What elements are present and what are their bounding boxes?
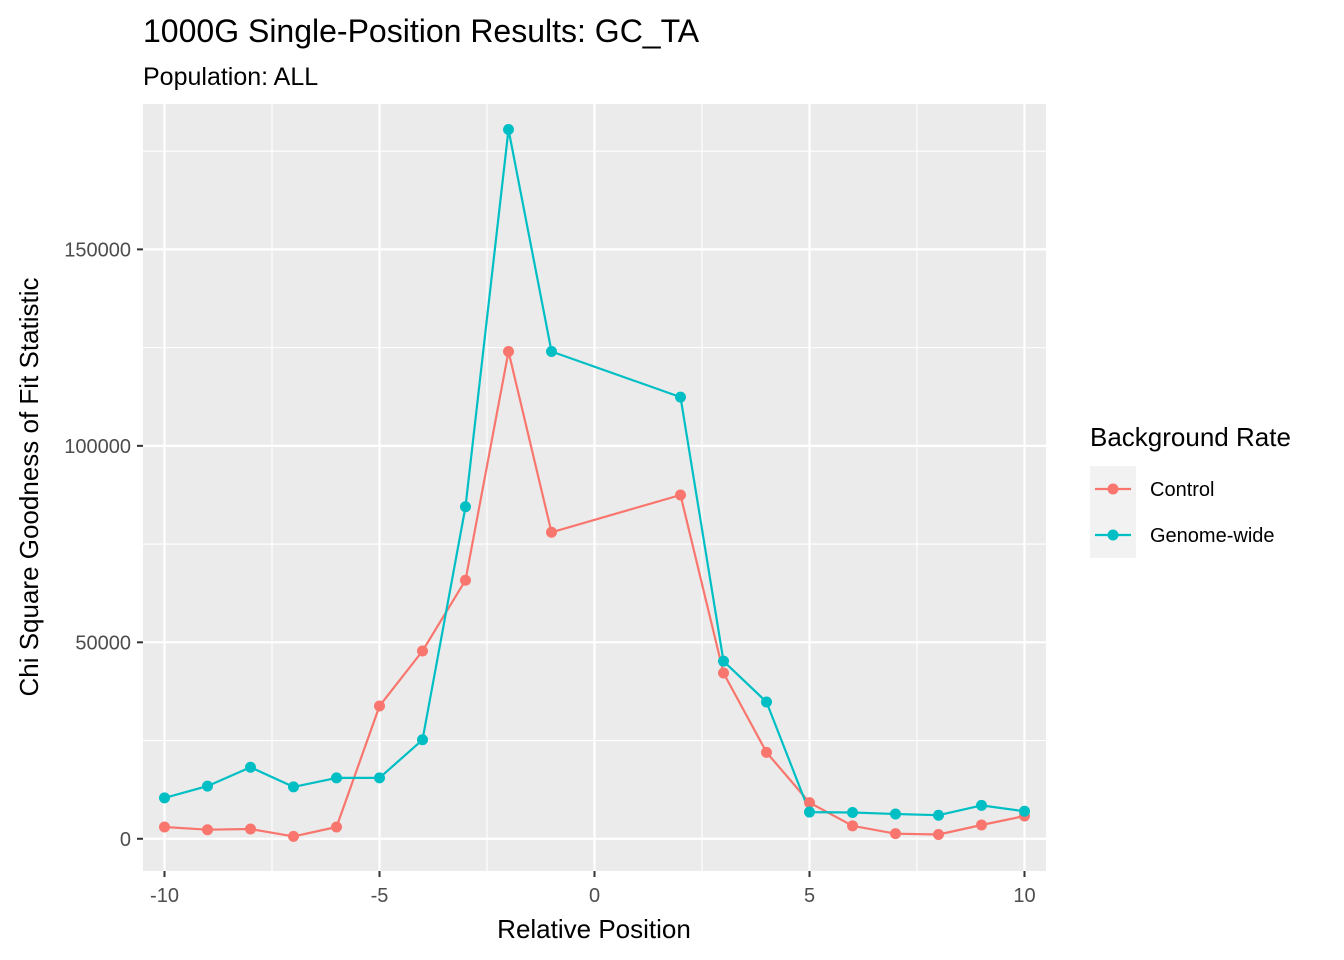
data-point-control [202,824,213,836]
data-point-control [331,821,342,833]
data-point-genome-wide [546,346,557,358]
data-point-control [245,823,256,835]
data-point-genome-wide [503,124,514,136]
data-point-control [761,746,772,758]
series-points [159,124,1030,842]
y-tick-label: 0 [120,829,131,851]
data-point-genome-wide [245,761,256,773]
data-point-control [675,489,686,501]
y-axis-title: Chi Square Goodness of Fit Statistic [14,277,44,696]
data-point-control [374,700,385,712]
data-point-genome-wide [460,501,471,513]
legend-point-control [1107,483,1119,495]
data-point-genome-wide [374,772,385,784]
data-point-control [933,828,944,840]
data-point-genome-wide [159,792,170,804]
data-point-genome-wide [1019,805,1030,817]
data-point-genome-wide [331,772,342,784]
legend-label-control: Control [1150,479,1214,501]
legend-title: Background Rate [1090,422,1291,452]
y-tick-label: 150000 [64,239,131,261]
x-tick-label: -10 [150,885,179,907]
data-point-control [847,820,858,832]
x-tick-label: 10 [1013,885,1035,907]
data-point-control [159,821,170,833]
y-tick-label: 100000 [64,436,131,458]
x-tick-label: 0 [589,885,600,907]
data-point-genome-wide [288,781,299,793]
x-tick-label: 5 [804,885,815,907]
y-tick-label: 50000 [75,632,131,654]
x-axis: -10 -5 0 5 10 [150,871,1036,907]
data-point-control [460,574,471,586]
x-axis-title: Relative Position [497,914,691,944]
data-point-control [804,797,815,809]
major-gridlines [143,104,1046,871]
chart-title: 1000G Single-Position Results: GC_TA [143,13,700,49]
legend-key-background [1090,466,1136,558]
data-point-genome-wide [804,806,815,818]
data-point-control [890,828,901,840]
y-axis: 0 50000 100000 150000 [64,239,143,851]
data-point-control [503,346,514,358]
data-point-genome-wide [847,806,858,818]
legend-label-genome-wide: Genome-wide [1150,525,1275,547]
data-point-control [288,830,299,842]
data-point-genome-wide [718,655,729,667]
data-point-genome-wide [675,391,686,403]
data-point-control [546,526,557,538]
data-point-genome-wide [976,799,987,811]
data-point-genome-wide [202,780,213,792]
data-point-genome-wide [761,696,772,708]
data-point-genome-wide [933,809,944,821]
data-point-control [976,819,987,831]
x-tick-label: -5 [371,885,389,907]
data-point-control [718,667,729,679]
legend: Background Rate Control Genome-wide [1090,422,1291,558]
chart-subtitle: Population: ALL [143,63,318,91]
legend-keys: Control Genome-wide [1090,466,1275,558]
legend-point-genome-wide [1107,529,1119,541]
data-point-control [417,645,428,657]
data-point-genome-wide [417,734,428,746]
data-point-genome-wide [890,808,901,820]
